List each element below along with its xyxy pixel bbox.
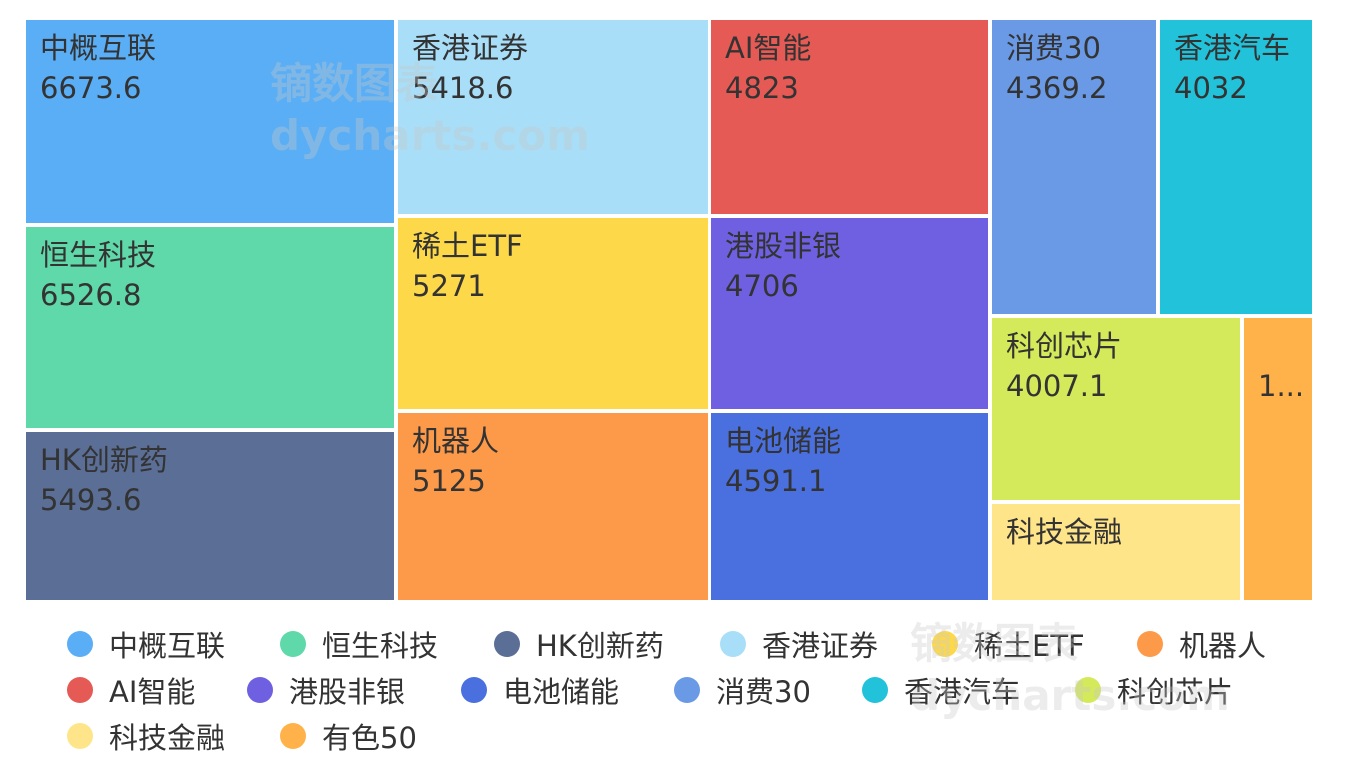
- legend-item[interactable]: 香港证券: [720, 623, 878, 665]
- legend-label: 电池储能: [503, 675, 620, 709]
- cell-label: 机器人 5125: [412, 424, 500, 498]
- treemap-cell[interactable]: 稀土ETF 5271: [398, 218, 708, 409]
- cell-label: HK创新药 5493.6: [40, 443, 168, 517]
- legend-dot-icon: [932, 631, 958, 657]
- legend-item[interactable]: HK创新药: [494, 623, 664, 665]
- legend-label: 机器人: [1179, 629, 1267, 663]
- legend-dot-icon: [494, 631, 520, 657]
- cell-label: 香港汽车 4032: [1174, 31, 1291, 105]
- legend-item[interactable]: 港股非银: [247, 669, 405, 711]
- legend-label: AI智能: [109, 675, 196, 709]
- legend-item[interactable]: AI智能: [67, 669, 195, 711]
- legend-item[interactable]: 稀土ETF: [932, 623, 1085, 665]
- treemap-cell[interactable]: 香港证券 5418.6: [398, 20, 708, 214]
- legend-label: HK创新药: [536, 629, 664, 663]
- legend-label: 科创芯片: [1117, 675, 1234, 709]
- legend-dot-icon: [67, 723, 93, 749]
- treemap-cell[interactable]: 机器人 5125: [398, 413, 708, 600]
- legend-dot-icon: [1137, 631, 1163, 657]
- legend-label: 稀土ETF: [974, 629, 1085, 663]
- legend-label: 港股非银: [289, 675, 406, 709]
- cell-label: 科技金融: [1006, 515, 1123, 549]
- legend-label: 香港汽车: [904, 675, 1021, 709]
- legend-dot-icon: [862, 677, 888, 703]
- cell-label: 1...: [1258, 369, 1305, 403]
- treemap-cell[interactable]: 1...: [1244, 318, 1312, 600]
- treemap-cell[interactable]: AI智能 4823: [711, 20, 988, 214]
- treemap-cell[interactable]: 科技金融: [992, 504, 1240, 600]
- cell-label: 港股非银 4706: [725, 229, 842, 303]
- legend-label: 消费30: [716, 675, 811, 709]
- legend-item[interactable]: 科创芯片: [1075, 669, 1233, 711]
- legend-item[interactable]: 中概互联: [67, 623, 225, 665]
- legend-item[interactable]: 消费30: [674, 669, 811, 711]
- legend-item[interactable]: 香港汽车: [862, 669, 1020, 711]
- legend-dot-icon: [280, 631, 306, 657]
- legend-dot-icon: [67, 677, 93, 703]
- legend-label: 香港证券: [762, 629, 879, 663]
- treemap-cell[interactable]: 恒生科技 6526.8: [26, 227, 394, 428]
- legend-dot-icon: [461, 677, 487, 703]
- legend-item[interactable]: 有色50: [280, 715, 417, 757]
- cell-label: 消费30 4369.2: [1006, 31, 1108, 105]
- legend-label: 恒生科技: [322, 629, 439, 663]
- legend-dot-icon: [67, 631, 93, 657]
- cell-label: 稀土ETF 5271: [412, 229, 523, 303]
- treemap-cell[interactable]: 消费30 4369.2: [992, 20, 1156, 314]
- legend-dot-icon: [674, 677, 700, 703]
- legend-item[interactable]: 科技金融: [67, 715, 225, 757]
- legend-label: 有色50: [322, 721, 417, 755]
- cell-label: 恒生科技 6526.8: [40, 238, 157, 312]
- legend-dot-icon: [247, 677, 273, 703]
- cell-label: 电池储能 4591.1: [725, 424, 842, 498]
- cell-label: 香港证券 5418.6: [412, 31, 529, 105]
- legend-item[interactable]: 电池储能: [461, 669, 619, 711]
- legend-label: 中概互联: [109, 629, 226, 663]
- treemap-cell[interactable]: 港股非银 4706: [711, 218, 988, 409]
- treemap-cell[interactable]: 科创芯片 4007.1: [992, 318, 1240, 500]
- cell-label: AI智能 4823: [725, 31, 812, 105]
- legend-dot-icon: [1075, 677, 1101, 703]
- legend-label: 科技金融: [109, 721, 226, 755]
- cell-label: 中概互联 6673.6: [40, 31, 157, 105]
- treemap-cell[interactable]: 电池储能 4591.1: [711, 413, 988, 600]
- treemap-cell[interactable]: HK创新药 5493.6: [26, 432, 394, 600]
- treemap-cell[interactable]: 香港汽车 4032: [1160, 20, 1312, 314]
- legend-dot-icon: [280, 723, 306, 749]
- treemap-cell[interactable]: 中概互联 6673.6: [26, 20, 394, 223]
- cell-label: 科创芯片 4007.1: [1006, 329, 1123, 403]
- legend-item[interactable]: 机器人: [1137, 623, 1266, 665]
- legend-item[interactable]: 恒生科技: [280, 623, 438, 665]
- legend-dot-icon: [720, 631, 746, 657]
